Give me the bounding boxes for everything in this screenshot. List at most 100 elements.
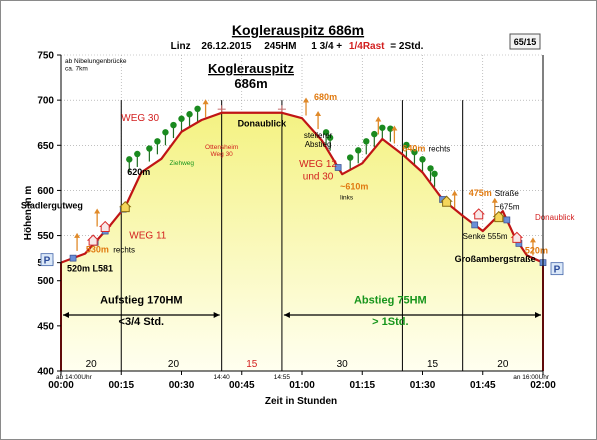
x-tick-label: 00:15 — [108, 380, 134, 391]
x-tick-label: 00:45 — [229, 380, 255, 391]
label-und30: und 30 — [303, 172, 334, 183]
label-senke: Senke 555m — [463, 232, 508, 241]
y-tick-label: 500 — [37, 276, 54, 287]
house-markers — [86, 195, 524, 246]
label-h680: 680m — [314, 92, 337, 102]
y-tick-label: 550 — [37, 231, 54, 242]
tree-icon — [403, 141, 410, 149]
tree-icon — [326, 134, 334, 141]
y-tick-label: 450 — [37, 321, 54, 332]
house-icon — [492, 210, 506, 223]
y-tick-label: 600 — [37, 186, 54, 197]
x-tick-label: 01:15 — [349, 380, 375, 391]
start-time: ab 14:00Uhr — [56, 374, 93, 381]
subtitle-date: 26.12.2015 — [201, 41, 251, 52]
waypoint-marker — [334, 164, 342, 171]
arrow-up-icon — [202, 99, 209, 105]
axes: 40045050052055060065070075000:0000:1500:… — [37, 51, 564, 391]
ascent-arrow-right-head — [213, 312, 220, 319]
arrow-up-icon — [375, 116, 382, 122]
tree-icon — [322, 129, 330, 136]
ascent-duration: <3/4 Std. — [119, 316, 165, 328]
profile-fill — [61, 112, 543, 371]
arrow-up-icon — [529, 237, 536, 243]
arrow-up-icon — [315, 111, 322, 117]
tree-icon — [431, 170, 438, 178]
label-h620: 620m — [127, 167, 150, 177]
x-tick-label: 01:30 — [410, 380, 436, 391]
arrow-up-icon — [491, 197, 498, 203]
parking-left-icon — [40, 253, 54, 267]
tree-icon — [126, 156, 133, 163]
tree-icon — [162, 129, 169, 136]
label-steiler: steilerer — [304, 131, 333, 140]
x-tick-label: 01:45 — [470, 380, 496, 391]
tree-icon — [178, 115, 185, 122]
label-nibelungen2: ca. 7km — [65, 65, 88, 72]
waypoint-marker — [503, 216, 511, 224]
section-minutes: 20 — [86, 359, 98, 370]
label-h520l: 520m L581 — [67, 264, 113, 274]
label-ottensheim: Ottensheim — [205, 144, 238, 151]
tree-icon — [427, 165, 434, 172]
inset-title-name: Koglerauspitz — [208, 61, 294, 76]
label-weg12: WEG 12 — [299, 159, 337, 170]
profile-area — [61, 112, 543, 371]
label-h675: ~675m — [495, 202, 520, 211]
arrow-up-icon — [303, 97, 310, 103]
section-minutes: 20 — [168, 359, 180, 370]
mid-time: 14:55 — [274, 374, 291, 381]
tree-icon — [154, 138, 161, 145]
section-minutes: 20 — [497, 359, 509, 370]
waypoint-marker — [471, 221, 479, 229]
tree-icon — [134, 150, 141, 158]
label-donaublick1: Donaublick — [238, 118, 288, 128]
parking-left-label: P — [44, 256, 51, 267]
label-weg30b: Weg 30 — [211, 151, 234, 158]
tree-icon — [347, 154, 354, 161]
x-tick-label: 00:00 — [48, 380, 74, 391]
label-h610: ~610m — [340, 182, 368, 192]
page-badge: 65/15 — [509, 33, 541, 50]
profile-line-path — [60, 111, 544, 264]
house-icon — [86, 234, 100, 246]
label-rechts2: rechts — [113, 246, 135, 255]
section-minutes: 15 — [246, 359, 258, 370]
label-h640: 640m — [402, 144, 425, 154]
arrow-up-icon — [94, 208, 101, 214]
label-h520r: 520m — [525, 246, 548, 256]
label-strasse: Straße — [495, 189, 520, 198]
tree-icon — [194, 105, 201, 113]
tree-icon — [411, 148, 418, 156]
label-h530: 530m — [86, 245, 109, 255]
page-badge-text: 65/15 — [514, 37, 537, 47]
waypoint-marker — [69, 254, 77, 262]
descent-arrow-left-head — [283, 312, 290, 319]
label-grossamberg: Großambergstraße — [455, 254, 536, 264]
label-weg11: WEG 11 — [129, 230, 166, 241]
descent-label: Abstieg 75HM — [354, 294, 427, 306]
tree-icon — [170, 121, 177, 129]
parking-right-icon — [550, 262, 564, 276]
descent-duration: > 1Std. — [372, 316, 408, 328]
end-time: an 16:00Uhr — [513, 374, 550, 381]
tree-icon — [363, 138, 370, 145]
house-icon — [510, 231, 524, 243]
house-icon — [119, 200, 132, 213]
tree-icon — [146, 145, 153, 152]
chart-subtitle: Linz 26.12.2015 245HM 1 3/4 + 1/4Rast = … — [171, 41, 424, 52]
y-tick-label: 750 — [37, 51, 54, 62]
chart-title: Koglerauspitz 686m — [232, 22, 364, 38]
y-tick-label: 650 — [37, 141, 54, 152]
subtitle-total: = 2Std. — [390, 41, 423, 52]
y-axis-title: Höhen in m — [23, 186, 34, 241]
tree-icon — [419, 156, 426, 163]
house-icon — [472, 208, 485, 220]
house-icon — [440, 195, 453, 207]
ascent-label: Aufstieg 170HM — [100, 294, 183, 306]
label-nibelungen: ab Nibelungenbrücke — [65, 58, 127, 65]
tree-markers — [126, 105, 438, 187]
arrow-up-icon — [451, 190, 458, 196]
